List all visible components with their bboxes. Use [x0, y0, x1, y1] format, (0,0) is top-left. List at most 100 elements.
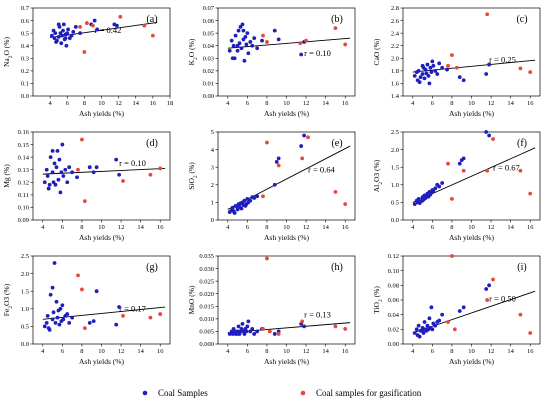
- x-axis-label: Ash yields (%): [264, 109, 309, 118]
- gasification-sample-point: [333, 324, 338, 329]
- regression-line: [412, 59, 536, 73]
- y-tick-label: 0.00: [203, 93, 214, 100]
- y-tick-label: 0.06: [388, 297, 400, 304]
- gasification-sample-point: [450, 53, 454, 58]
- x-tick-label: 10: [283, 348, 290, 355]
- y-tick-label: 2: [211, 182, 214, 189]
- coal-sample-point: [246, 51, 251, 56]
- coal-sample-point: [429, 70, 434, 75]
- coal-sample-point: [252, 196, 257, 200]
- coal-sample-point: [65, 180, 70, 185]
- y-tick-label: 0.03: [203, 55, 214, 62]
- coal-sample-point: [91, 319, 96, 324]
- gasification-sample-point: [76, 167, 80, 172]
- x-tick-label: 10: [468, 348, 475, 355]
- coal-sample-point: [418, 75, 423, 80]
- gasification-sample-point: [485, 298, 490, 302]
- gasification-sample-point: [261, 327, 265, 331]
- x-tick-label: 8: [83, 100, 86, 107]
- y-tick-label: 0.09: [18, 217, 29, 224]
- y-tick-label: 4: [211, 147, 215, 154]
- gasification-sample-point: [261, 194, 265, 199]
- panel-h: 4 6 8 10 12 14 16 0.000 0.005 0.010 0.015 0.020 0.02…: [187, 253, 356, 366]
- panel-b: 4 6 8 10 12 14 16 0.00 0.01 0.02 0.03 0.04 0.05 0.06 0…: [187, 5, 356, 118]
- y-tick-label: 0.02: [388, 327, 399, 334]
- y-tick-label: 0.7: [21, 5, 30, 12]
- x-tick-label: 14: [137, 224, 144, 231]
- y-tick-label: 0.02: [203, 68, 214, 75]
- coal-sample-point: [67, 320, 72, 325]
- coal-sample-point: [433, 186, 438, 191]
- gasification-sample-point: [485, 168, 490, 173]
- x-tick-label: 12: [303, 224, 310, 231]
- coal-sample-point: [53, 320, 58, 325]
- coal-sample-point: [42, 180, 47, 185]
- coal-sample-point: [420, 325, 425, 330]
- coal-sample-point: [45, 313, 50, 318]
- x-tick-label: 4: [411, 348, 415, 355]
- y-tick-label: 0.15: [18, 142, 29, 149]
- coal-sample-point: [65, 31, 70, 36]
- coal-sample-point: [420, 72, 425, 76]
- coal-sample-point: [230, 205, 235, 210]
- y-tick-label: 0.5: [21, 30, 29, 37]
- coal-sample-point: [233, 33, 238, 38]
- gasification-sample-point: [150, 33, 155, 38]
- coal-sample-point: [56, 22, 61, 27]
- coal-sample-point: [240, 321, 245, 326]
- coal-sample-point: [61, 22, 66, 27]
- gasification-sample-point: [82, 199, 87, 204]
- coal-sample-point: [420, 328, 425, 333]
- coal-sample-point: [248, 198, 253, 203]
- x-tick-label: 4: [411, 100, 415, 107]
- coal-sample-point: [241, 28, 246, 33]
- coal-sample-point: [50, 148, 55, 153]
- coal-sample-point: [236, 28, 241, 33]
- y-tick-label: 1.5: [21, 288, 29, 295]
- coal-sample-point: [246, 319, 251, 324]
- coal-sample-point: [54, 40, 59, 44]
- coal-sample-point: [115, 23, 119, 28]
- panel-g: 4 6 8 10 12 14 16 0.0 0.5 1.0 1.5 2.0 2.5 Ash yields …: [2, 253, 171, 366]
- coal-sample-point: [54, 165, 59, 170]
- y-tick-label: 0: [211, 217, 214, 224]
- coal-sample-point: [433, 68, 438, 73]
- gasification-sample-point: [461, 168, 466, 173]
- gasification-sample-point: [80, 287, 84, 292]
- coal-sample-point: [52, 161, 57, 166]
- correlation-label: r = 0.10: [119, 158, 146, 168]
- gasification-sample-point: [148, 172, 153, 177]
- gasification-sample-point: [261, 33, 265, 38]
- gasification-sample-point: [343, 202, 348, 207]
- x-tick-label: 10: [98, 348, 105, 355]
- coal-sample-point: [69, 33, 74, 38]
- coal-sample-point: [56, 177, 61, 182]
- regression-line: [42, 306, 166, 320]
- x-tick-label: 10: [468, 100, 475, 107]
- x-tick-label: 12: [303, 100, 310, 107]
- panel-label: (c): [516, 14, 527, 25]
- x-tick-label: 12: [118, 348, 125, 355]
- y-tick-label: 0.5: [391, 200, 399, 207]
- panel-label: (i): [517, 262, 526, 273]
- gasification-sample-point: [304, 38, 308, 43]
- coal-sample-point: [274, 160, 279, 164]
- coal-sample-point: [66, 27, 71, 32]
- y-tick-label: 0.06: [203, 18, 215, 25]
- coal-sample-point: [430, 327, 435, 332]
- x-tick-label: 18: [167, 100, 174, 107]
- coal-sample-point: [272, 28, 277, 33]
- coal-sample-point: [487, 283, 492, 288]
- x-tick-label: 4: [49, 100, 53, 107]
- y-tick-label: 0.010: [199, 316, 214, 323]
- x-tick-label: 16: [342, 100, 349, 107]
- coal-sample-point: [48, 155, 53, 160]
- coal-sample-point: [244, 329, 249, 334]
- coal-sample-point: [276, 37, 281, 42]
- coal-sample-point: [231, 43, 236, 48]
- coal-sample-point: [245, 324, 250, 329]
- panel-d: 4 6 8 10 12 14 16 0.09 0.10 0.11 0.12 0.13 0.14 0.15 0…: [2, 129, 171, 242]
- correlation-label: r = 0.42: [95, 25, 122, 35]
- coal-sample-point: [63, 167, 68, 172]
